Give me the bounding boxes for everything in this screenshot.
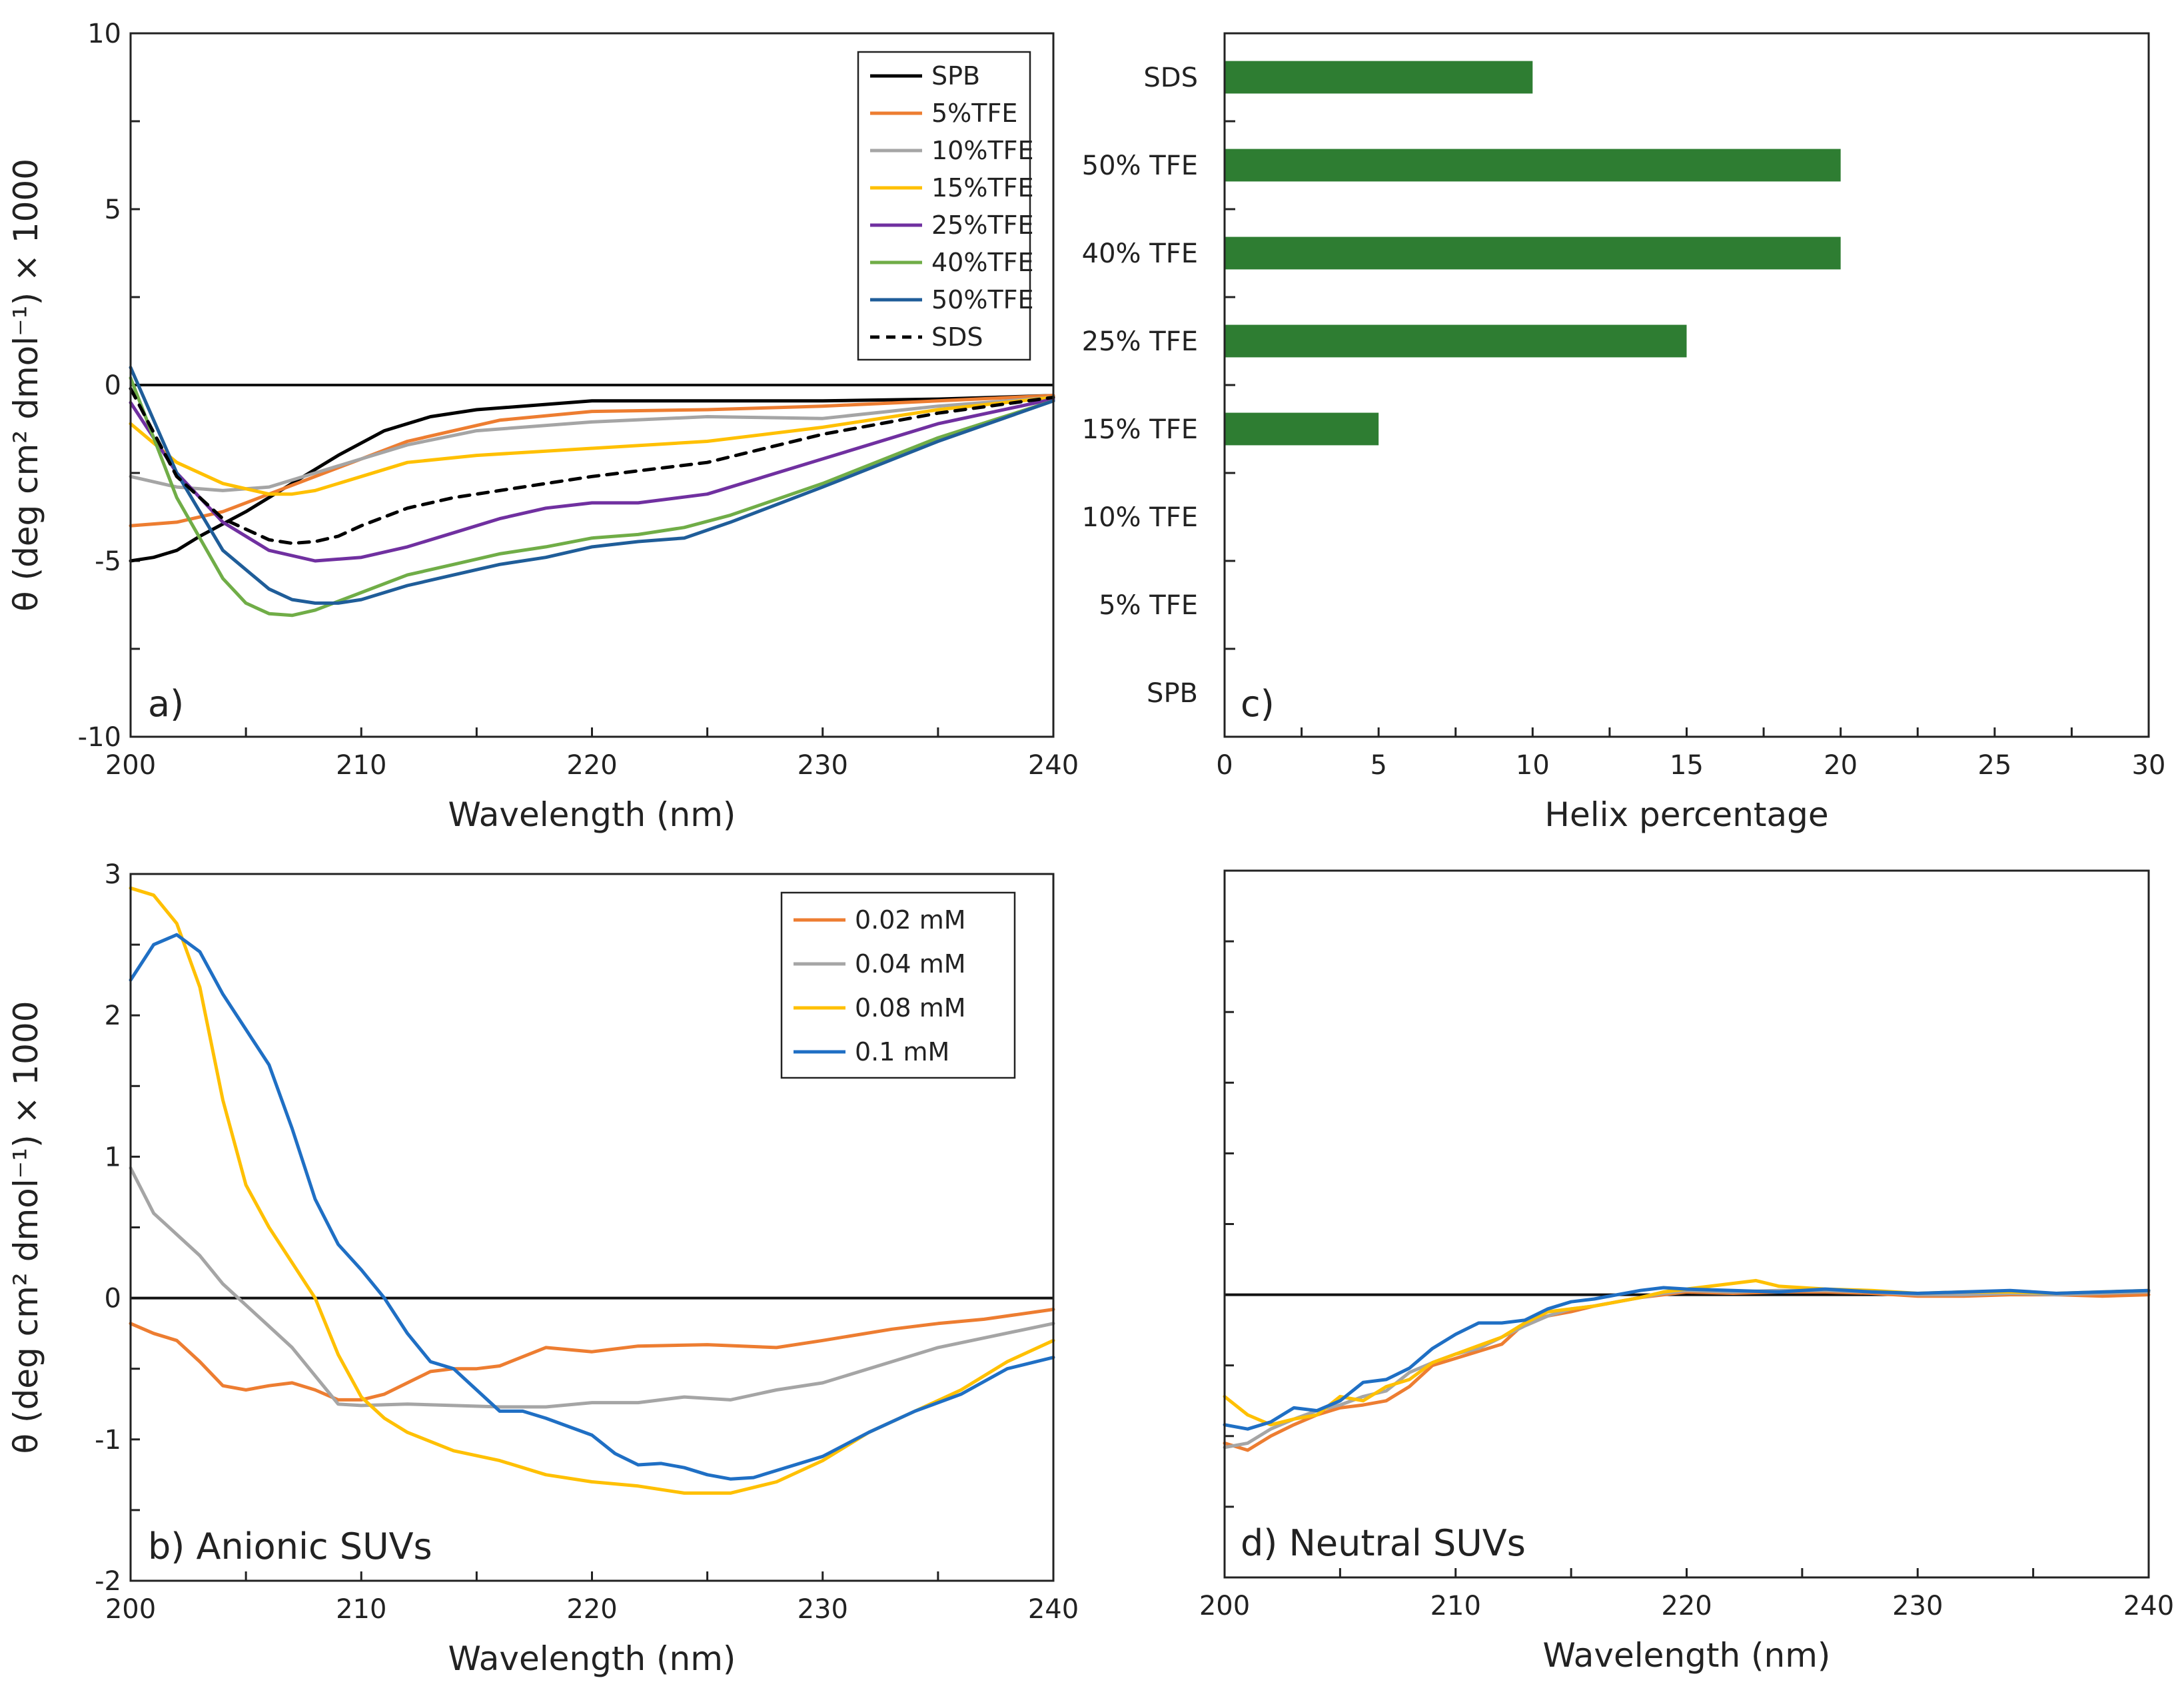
chart-a: 200 210 220 230 240 -10 -5 0 5 10 Wavelength (nm) θ… <box>7 19 1079 834</box>
legend-box <box>857 51 1031 361</box>
bar <box>1225 412 1379 446</box>
series-line-25-tfe <box>129 397 1055 563</box>
x-tick-label: 230 <box>798 1594 848 1625</box>
series-line-0-1-mm <box>129 933 1055 1481</box>
plot-frame-a <box>129 32 1055 738</box>
series-line-10-tfe <box>129 396 1055 492</box>
y-tick-label: 10 <box>87 19 121 49</box>
y-tick-label: -2 <box>95 1566 121 1597</box>
x-axis-label: Wavelength (nm) <box>448 1639 736 1678</box>
chart-d: 200 210 220 230 240 Wavelength (nm) d) Neutral… <box>1199 869 2174 1675</box>
y-tick-label: -1 <box>95 1425 121 1456</box>
x-tick-label: 210 <box>1430 1591 1481 1621</box>
plot-frame-c <box>1223 32 2150 738</box>
y-tick-label: 3 <box>105 859 121 890</box>
bar <box>1225 236 1841 270</box>
category-label: 50% TFE <box>1082 151 1198 181</box>
legend-label: 40%TFE <box>931 248 1034 277</box>
series-line-0-02-mm <box>129 1308 1055 1402</box>
legend-box <box>780 891 1016 1079</box>
series-line-5-tfe <box>129 394 1055 528</box>
series-line-0-08-mm <box>1223 1278 2151 1427</box>
series-line-15-tfe <box>129 396 1055 496</box>
plot-frame-b <box>129 873 1055 1582</box>
category-label: 40% TFE <box>1082 238 1198 269</box>
y-tick-label: 1 <box>105 1142 121 1172</box>
panel-label: c) <box>1241 683 1275 725</box>
panel-label: b) Anionic SUVs <box>148 1525 432 1567</box>
category-label: 5% TFE <box>1099 590 1198 621</box>
x-axis-label: Wavelength (nm) <box>448 795 736 834</box>
x-tick-label: 200 <box>105 750 156 781</box>
panel-label: d) Neutral SUVs <box>1241 1522 1526 1564</box>
x-tick-label: 240 <box>1028 1594 1079 1625</box>
legend-b: 0.02 mM 0.04 mM 0.08 mM 0.1 mM <box>780 891 1016 1079</box>
y-tick-label: 2 <box>105 1001 121 1031</box>
y-tick-label: 5 <box>105 195 121 225</box>
category-label: SPB <box>1147 678 1198 709</box>
y-tick-label: -5 <box>95 546 121 577</box>
y-tick-label: 0 <box>105 370 121 401</box>
x-axis-label: Helix percentage <box>1544 795 1828 834</box>
x-tick-label: 210 <box>336 750 386 781</box>
x-tick-label: 0 <box>1216 750 1233 781</box>
x-tick-label: 15 <box>1670 750 1704 781</box>
series-line-0-1-mm <box>1223 1286 2151 1431</box>
y-tick-label: -10 <box>78 722 121 753</box>
chart-c: SDS 50% TFE 40% TFE 25% TFE 15% TFE 10% TFE 5%… <box>1082 61 2166 834</box>
category-label: 15% TFE <box>1082 414 1198 445</box>
x-tick-label: 220 <box>566 1594 617 1625</box>
legend-label: 0.08 mM <box>855 993 966 1023</box>
x-tick-label: 220 <box>1661 1591 1712 1621</box>
legend-a: SPB 5%TFE 10%TFE 15%TFE 25%TFE 40%TFE 50%TFE SD… <box>857 51 1034 361</box>
legend-label: 0.04 mM <box>855 949 966 979</box>
series-line-sds <box>129 386 1055 546</box>
y-axis-label: θ (deg cm² dmol⁻¹) × 1000 <box>7 159 45 612</box>
x-tick-label: 240 <box>2123 1591 2174 1621</box>
category-label: 25% TFE <box>1082 326 1198 357</box>
x-tick-label: 220 <box>566 750 617 781</box>
x-tick-label: 200 <box>1199 1591 1250 1621</box>
x-tick-label: 25 <box>1977 750 2011 781</box>
x-tick-label: 210 <box>336 1594 386 1625</box>
series-line-0-04-mm <box>129 1166 1055 1409</box>
y-axis-label: θ (deg cm² dmol⁻¹) × 1000 <box>7 1001 45 1454</box>
chart-b: 200 210 220 230 240 -2 -1 0 1 2 3 Wavelength (nm) θ … <box>7 859 1079 1678</box>
bar <box>1225 61 1533 94</box>
series-line-50-tfe <box>129 366 1055 605</box>
legend-label: 0.02 mM <box>855 905 966 935</box>
x-tick-label: 10 <box>1516 750 1550 781</box>
legend-label: 15%TFE <box>931 173 1034 203</box>
x-tick-label: 5 <box>1370 750 1386 781</box>
bar <box>1225 324 1687 358</box>
legend-label: 5%TFE <box>931 99 1017 128</box>
legend-label: 25%TFE <box>931 211 1034 240</box>
bar <box>1225 149 1841 182</box>
x-tick-label: 20 <box>1824 750 1858 781</box>
y-tick-label: 0 <box>105 1284 121 1314</box>
x-axis-label: Wavelength (nm) <box>1543 1636 1831 1675</box>
legend-label: SPB <box>931 61 980 91</box>
legend-label: SDS <box>931 322 983 352</box>
x-tick-label: 230 <box>798 750 848 781</box>
legend-label: 0.1 mM <box>855 1037 949 1066</box>
category-label: SDS <box>1143 63 1198 93</box>
x-tick-label: 30 <box>2132 750 2166 781</box>
x-tick-label: 240 <box>1028 750 1079 781</box>
plot-frame-d <box>1223 869 2150 1579</box>
category-label: 10% TFE <box>1082 502 1198 533</box>
series-line-spb <box>129 394 1055 563</box>
panel-label: a) <box>148 683 184 725</box>
series-line-0-02-mm <box>1223 1290 2151 1452</box>
legend-label: 50%TFE <box>931 285 1034 314</box>
x-tick-label: 230 <box>1892 1591 1943 1621</box>
series-line-40-tfe <box>129 376 1055 618</box>
x-tick-label: 200 <box>105 1594 156 1625</box>
series-line-0-04-mm <box>1223 1288 2151 1450</box>
legend-label: 10%TFE <box>931 136 1034 165</box>
